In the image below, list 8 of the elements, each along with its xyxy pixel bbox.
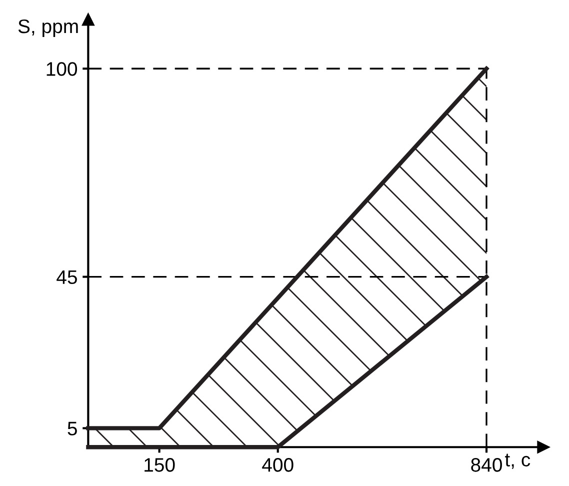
y-axis-title: S, ppm: [18, 19, 78, 38]
x-tick-label: 150: [144, 458, 175, 472]
y-tick-label: 45: [56, 270, 77, 284]
x-tick-label: 840: [471, 458, 502, 472]
x-axis-title: t, c: [505, 454, 530, 469]
y-tick-label: 100: [46, 62, 78, 76]
y-tick-label: 5: [68, 422, 77, 436]
x-tick-label: 400: [262, 458, 294, 472]
